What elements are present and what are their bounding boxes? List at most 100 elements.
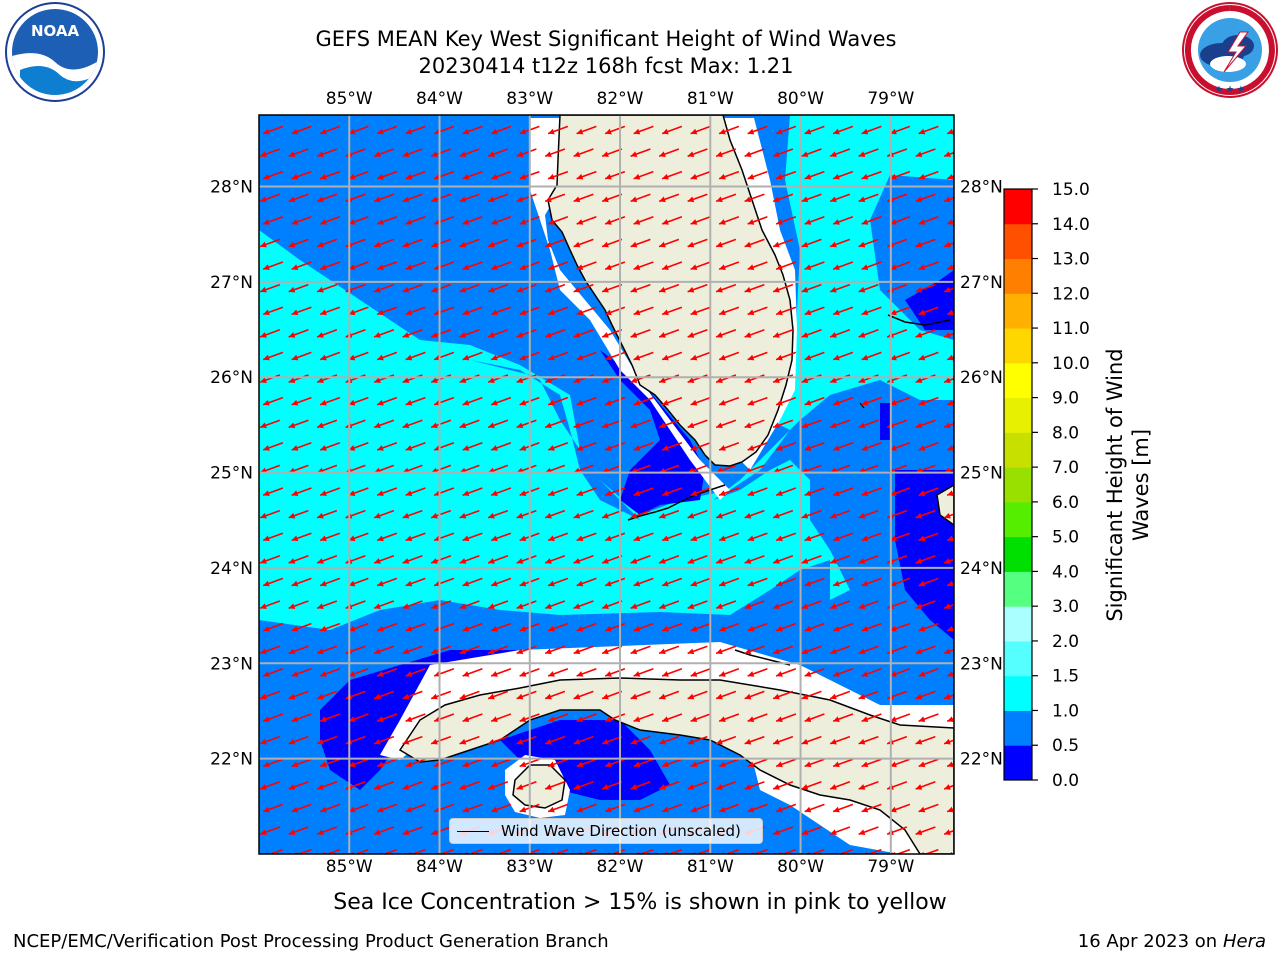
wave-direction-arrow bbox=[658, 193, 680, 203]
wave-direction-arrow bbox=[718, 668, 740, 677]
wave-direction-arrow bbox=[829, 826, 851, 835]
wave-direction-arrow bbox=[946, 535, 954, 542]
wave-direction-arrow bbox=[373, 781, 395, 790]
wave-direction-arrow bbox=[319, 261, 341, 270]
wave-direction-arrow bbox=[291, 216, 312, 225]
wave-direction-arrow bbox=[373, 238, 395, 248]
wave-direction-arrow bbox=[288, 374, 309, 383]
lat-tick-label: 27°N bbox=[210, 273, 253, 293]
wave-direction-arrow bbox=[633, 803, 654, 813]
wave-direction-arrow bbox=[576, 261, 597, 270]
colorbar-swatch bbox=[1004, 223, 1032, 260]
wave-direction-arrow bbox=[801, 509, 822, 519]
wave-direction-arrow bbox=[804, 487, 825, 496]
wave-direction-arrow bbox=[544, 781, 566, 790]
colorbar-swatch bbox=[1004, 293, 1032, 329]
wave-direction-arrow bbox=[718, 261, 740, 270]
wave-direction-arrow bbox=[402, 283, 423, 293]
wave-direction-arrow bbox=[262, 261, 284, 270]
wave-direction-arrow bbox=[373, 329, 395, 338]
colorbar-tick-label: 6.0 bbox=[1052, 493, 1079, 513]
colorbar-tick-label: 2.0 bbox=[1052, 632, 1079, 652]
wave-direction-arrow bbox=[291, 622, 312, 632]
wave-direction-arrow bbox=[715, 193, 737, 203]
wave-direction-arrow bbox=[547, 532, 569, 542]
wave-direction-arrow bbox=[373, 690, 395, 700]
wave-direction-arrow bbox=[376, 487, 398, 496]
wave-direction-arrow bbox=[487, 735, 509, 745]
wave-direction-arrow bbox=[402, 555, 423, 564]
wave-direction-arrow bbox=[946, 671, 954, 677]
colorbar-tick-label: 8.0 bbox=[1052, 423, 1079, 443]
wave-direction-arrow bbox=[858, 148, 879, 157]
wave-direction-arrow bbox=[858, 600, 879, 609]
wave-direction-arrow bbox=[487, 193, 509, 203]
wave-direction-arrow bbox=[744, 374, 765, 383]
wave-direction-arrow bbox=[690, 668, 711, 677]
wave-direction-arrow bbox=[718, 351, 740, 361]
wave-direction-arrow bbox=[405, 170, 426, 180]
wave-direction-arrow bbox=[348, 396, 369, 406]
wave-direction-arrow bbox=[576, 351, 597, 361]
chart-subtitle: 20230414 t12z 168h fcst Max: 1.21 bbox=[418, 54, 794, 78]
wave-direction-arrow bbox=[715, 374, 737, 383]
wave-direction-arrow bbox=[319, 306, 341, 316]
wave-direction-arrow bbox=[661, 532, 683, 542]
wave-direction-arrow bbox=[604, 216, 626, 225]
wave-direction-arrow bbox=[573, 193, 594, 203]
wave-direction-arrow bbox=[319, 713, 341, 722]
wave-direction-arrow bbox=[459, 148, 480, 157]
wave-direction-arrow bbox=[462, 758, 483, 768]
lon-tick-label: 79°W bbox=[867, 857, 914, 877]
wave-direction-arrow bbox=[547, 306, 569, 316]
wave-direction-arrow bbox=[943, 241, 954, 248]
wave-direction-arrow bbox=[718, 713, 740, 722]
wave-direction-arrow bbox=[715, 690, 737, 700]
wave-direction-arrow bbox=[690, 487, 711, 496]
wave-direction-arrow bbox=[858, 193, 879, 203]
wave-direction-arrow bbox=[661, 306, 683, 316]
legend-line-sample bbox=[457, 831, 489, 832]
wave-direction-arrow bbox=[319, 758, 341, 768]
wave-direction-arrow bbox=[829, 374, 851, 383]
wave-direction-arrow bbox=[544, 600, 566, 609]
wave-direction-arrow bbox=[687, 781, 708, 790]
wave-direction-arrow bbox=[658, 283, 680, 293]
wave-direction-arrow bbox=[576, 487, 597, 496]
wave-direction-arrow bbox=[319, 668, 341, 677]
wave-direction-arrow bbox=[690, 216, 711, 225]
wave-direction-arrow bbox=[547, 803, 569, 813]
colorbar-swatch bbox=[1004, 189, 1032, 225]
wave-direction-arrow bbox=[918, 216, 939, 225]
wave-direction-arrow bbox=[601, 555, 623, 564]
colorbar-tick-label: 1.5 bbox=[1052, 667, 1079, 687]
wave-direction-arrow bbox=[462, 351, 483, 361]
wave-direction-arrow bbox=[373, 555, 395, 564]
wave-direction-arrow bbox=[946, 580, 954, 587]
wave-direction-arrow bbox=[918, 622, 939, 632]
wave-direction-arrow bbox=[604, 125, 626, 135]
wave-direction-arrow bbox=[661, 170, 683, 180]
wave-direction-arrow bbox=[630, 645, 651, 655]
wave-direction-arrow bbox=[259, 374, 281, 383]
wave-direction-arrow bbox=[291, 442, 312, 451]
wave-direction-arrow bbox=[915, 193, 936, 203]
wave-direction-arrow bbox=[376, 125, 398, 135]
wave-direction-arrow bbox=[376, 216, 398, 225]
lat-tick-label: 23°N bbox=[210, 654, 253, 674]
wave-direction-arrow bbox=[601, 600, 623, 609]
wave-direction-arrow bbox=[319, 577, 341, 587]
wave-direction-arrow bbox=[604, 351, 626, 361]
wave-direction-arrow bbox=[516, 193, 537, 203]
wave-direction-arrow bbox=[487, 555, 509, 564]
wave-direction-arrow bbox=[918, 758, 939, 768]
wave-direction-arrow bbox=[943, 512, 954, 519]
wave-direction-arrow bbox=[804, 532, 825, 542]
wave-direction-arrow bbox=[259, 735, 281, 745]
wave-direction-arrow bbox=[658, 735, 680, 745]
wave-direction-arrow bbox=[775, 170, 797, 180]
wave-direction-arrow bbox=[804, 803, 825, 813]
colorbar-swatch bbox=[1004, 675, 1032, 711]
wave-direction-arrow bbox=[547, 261, 569, 270]
wave-direction-arrow bbox=[775, 803, 797, 813]
